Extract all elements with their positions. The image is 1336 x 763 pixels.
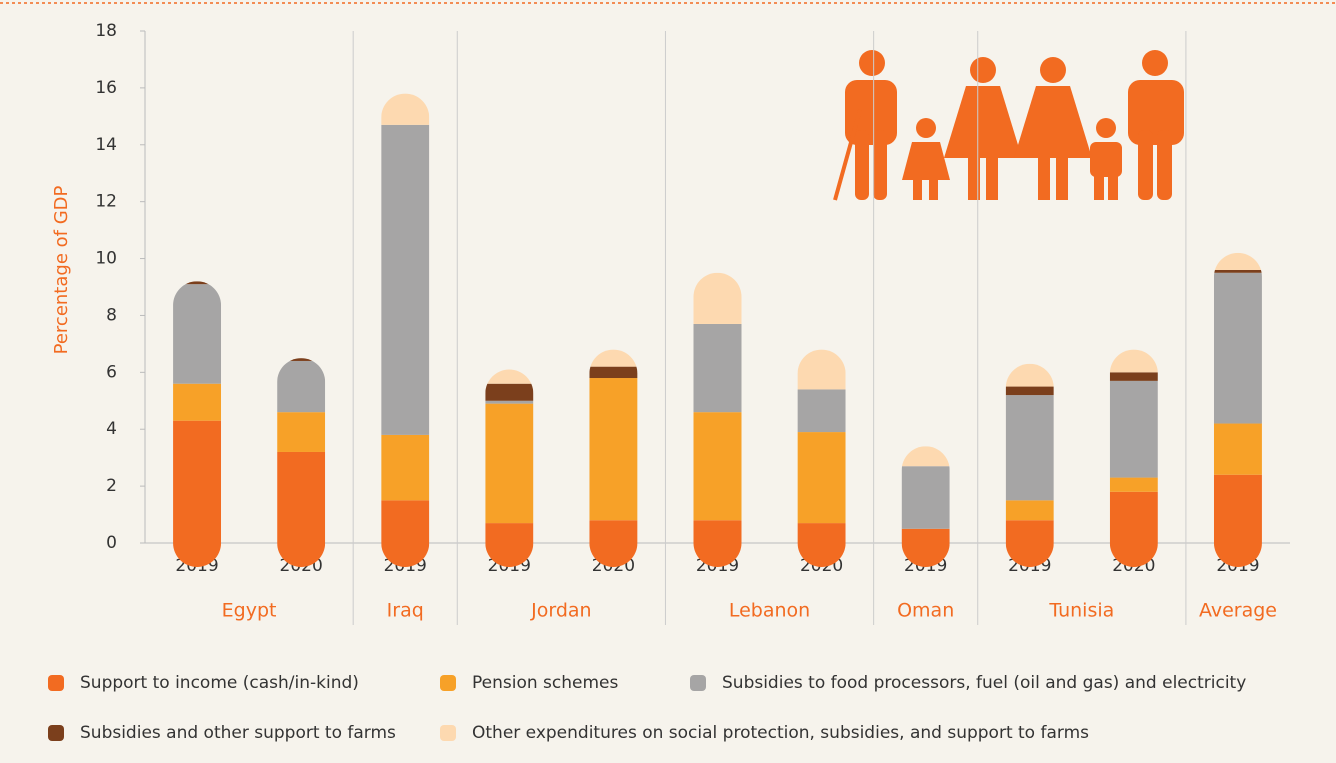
y-tick-label: 2 [106,476,117,496]
bar-segment [485,369,533,383]
legend-swatch [48,675,64,691]
bar-segment [277,361,325,412]
y-tick-label: 0 [106,533,117,553]
bar-segment [902,466,950,529]
y-tick-label: 10 [95,249,117,269]
bar-stack [173,281,221,567]
bar-segment [798,350,846,390]
bar-segment [1006,500,1054,520]
y-tick-label: 6 [106,362,117,382]
y-tick-label: 16 [95,78,117,98]
bar-segment [1214,273,1262,424]
bar-segment [1214,475,1262,567]
bar-segment [1214,253,1262,270]
bar-segment [589,367,637,378]
bar-segment [902,446,950,466]
bar-segment [1110,372,1158,381]
y-tick-label: 18 [95,21,117,41]
bar-stack [589,350,637,567]
bar-stack [798,350,846,567]
legend-swatch [48,725,64,741]
bar-segment [173,384,221,421]
bar-segment [1110,350,1158,373]
legend-label: Subsidies and other support to farms [80,723,396,743]
bar-segment [1214,270,1262,273]
legend-label: Support to income (cash/in-kind) [80,673,359,693]
family-icon [835,50,1184,200]
bar-segment [589,378,637,520]
bar-segment [798,432,846,523]
bar-segment [277,358,325,361]
y-axis-label: Percentage of GDP [51,185,72,354]
group-label: Lebanon [729,600,810,622]
bar-segment [694,412,742,520]
y-tick-label: 4 [106,419,117,439]
bar-segment [1006,520,1054,567]
bar-segment [1110,478,1158,492]
bar-segment [381,125,429,435]
bar-segment [1110,381,1158,478]
legend-swatch [440,725,456,741]
bar-stack [1006,364,1054,567]
bar-segment [589,350,637,367]
group-label: Average [1199,600,1277,622]
group-label: Jordan [530,600,591,622]
bar-segment [694,273,742,324]
y-tick-label: 8 [106,305,117,325]
chart: Percentage of GDP 0246810121416182019202… [0,0,1336,763]
bar-segment [277,452,325,567]
legend-swatch [690,675,706,691]
bar-segment [381,500,429,567]
bar-stack [277,358,325,567]
y-tick-label: 12 [95,192,117,212]
bar-stack [485,369,533,567]
bar-segment [1006,387,1054,396]
group-label: Oman [897,600,954,622]
bar-stack [1110,350,1158,567]
legend-label: Pension schemes [472,673,618,693]
group-label: Egypt [222,600,277,622]
group-label: Tunisia [1048,600,1114,622]
bar-segment [1214,424,1262,475]
legend-swatch [440,675,456,691]
legend-label: Subsidies to food processors, fuel (oil … [722,673,1246,693]
group-label: Iraq [387,600,424,622]
bar-segment [173,281,221,284]
bar-segment [381,94,429,125]
bar-segment [694,324,742,412]
bar-segment [277,412,325,452]
bar-segment [798,389,846,432]
bar-segment [485,384,533,401]
bar-stack [902,446,950,567]
bar-segment [485,404,533,523]
bar-segment [485,401,533,404]
bar-segment [1110,492,1158,567]
legend-label: Other expenditures on social protection,… [472,723,1089,743]
bar-stack [1214,253,1262,567]
bar-segment [1006,395,1054,500]
bar-segment [173,421,221,567]
bar-segment [173,284,221,384]
bar-segment [589,520,637,567]
bar-segment [381,435,429,500]
bar-stack [694,273,742,567]
y-tick-label: 14 [95,135,117,155]
bar-segment [1006,364,1054,387]
bar-stack [381,94,429,567]
bar-segment [694,520,742,567]
